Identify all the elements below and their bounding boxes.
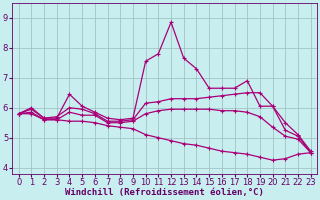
X-axis label: Windchill (Refroidissement éolien,°C): Windchill (Refroidissement éolien,°C) (65, 188, 264, 197)
